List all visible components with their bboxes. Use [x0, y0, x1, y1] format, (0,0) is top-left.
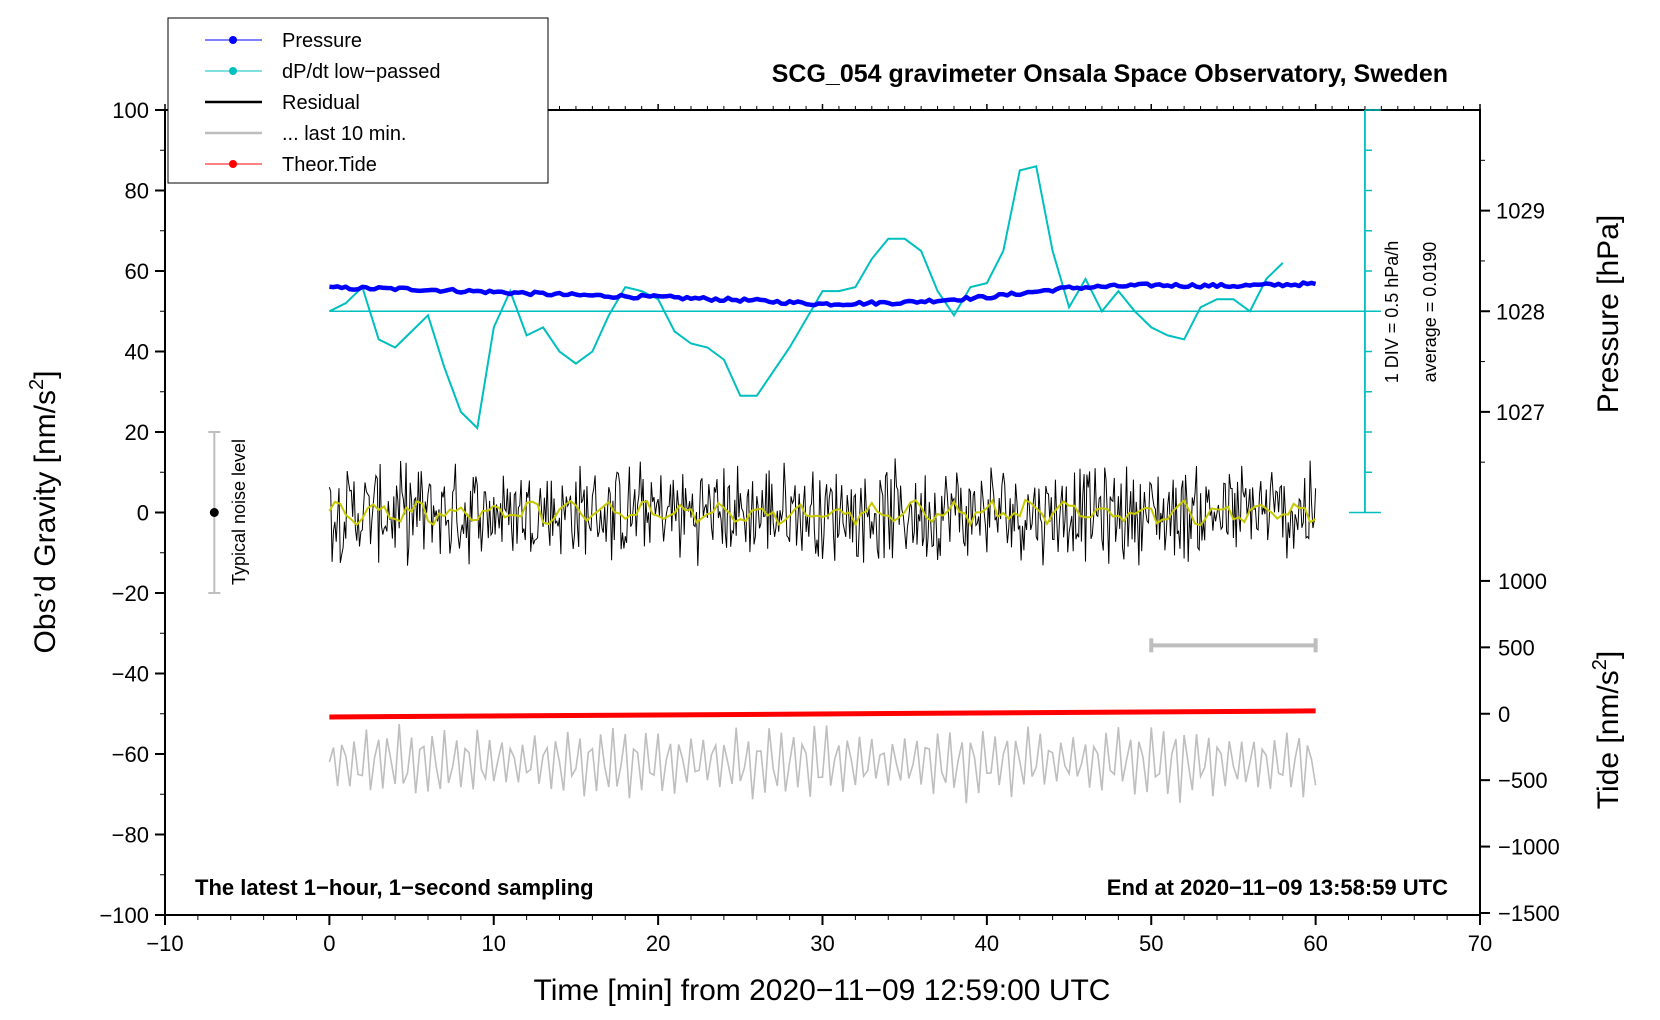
y-tick-label: −40	[112, 662, 149, 687]
noise-level-label: Typical noise level	[229, 439, 249, 585]
pressure-axis: 1027 1028 1029	[1480, 159, 1545, 463]
annotations	[208, 431, 1318, 653]
average-label: average = 0.0190	[1420, 242, 1440, 383]
x-axis: −10 0 10 20 30 40 50 60 70	[146, 104, 1492, 956]
x-tick-label: 10	[482, 931, 506, 956]
div-label: 1 DIV = 0.5 hPa/h	[1382, 241, 1402, 384]
legend-label-3: ... last 10 min.	[282, 123, 407, 145]
y-tick-label: −100	[99, 903, 149, 928]
ylabel-tide-main: Tide [nm/s	[1592, 670, 1625, 809]
pressure-tick-label: 1028	[1496, 299, 1545, 324]
residual-lowpass-line	[328, 498, 1317, 528]
legend-label-4: Theor.Tide	[282, 154, 377, 176]
dpdt-line	[328, 165, 1284, 431]
y-tick-label: 40	[125, 340, 149, 365]
tide-series	[329, 708, 1316, 720]
residual-line	[328, 458, 1317, 566]
sampling-note: The latest 1−hour, 1−second sampling	[195, 875, 594, 900]
y-tick-label: 60	[125, 259, 149, 284]
x-tick-label: 60	[1303, 931, 1327, 956]
x-tick-label: 50	[1139, 931, 1163, 956]
legend-box	[167, 17, 549, 184]
tide-tick-label: 1000	[1498, 569, 1547, 594]
x-tick-label: 70	[1468, 931, 1492, 956]
tide-line	[329, 708, 1316, 720]
x-axis-title: Time [min] from 2020−11−09 12:59:00 UTC	[534, 974, 1111, 1007]
last-10-min-line	[328, 724, 1317, 804]
legend-label-1: dP/dt low−passed	[282, 61, 440, 83]
y-tick-label: 100	[112, 98, 149, 123]
legend-label-2: Residual	[282, 92, 360, 114]
tide-tick-label: −500	[1498, 768, 1548, 793]
y-tick-label: −60	[112, 742, 149, 767]
pressure-tick-label: 1027	[1496, 400, 1545, 425]
ylabel-tide-sup: 2	[1589, 659, 1611, 670]
y-axis-title-pressure: Pressure [hPa]	[1592, 215, 1625, 413]
legend-marker-4	[229, 160, 237, 168]
y-axis-title-left: Obs’d Gravity [nm/s2]	[26, 371, 62, 654]
plot-frame	[164, 109, 1481, 916]
dpdt-series	[328, 109, 1381, 514]
legend-marker-0	[229, 36, 237, 44]
legend-marker-1	[229, 67, 237, 75]
tide-axis: 1000 500 0 −500 −1000 −1500	[1480, 569, 1560, 926]
residual-series	[328, 458, 1317, 566]
ylabel-left-end: ]	[29, 371, 62, 379]
ylabel-left-main: Obs’d Gravity [nm/s	[29, 390, 62, 653]
legend: Pressure dP/dt low−passed Residual ... last…	[167, 17, 549, 184]
y-tick-label: −20	[112, 581, 149, 606]
y-axis-left: −100 −80 −60 −40 −20 0 20 40 60 80 100	[99, 98, 165, 928]
tide-tick-label: 500	[1498, 635, 1535, 660]
tide-tick-label: −1500	[1498, 901, 1560, 926]
tide-tick-label: −1000	[1498, 835, 1560, 860]
ylabel-tide-end: ]	[1592, 651, 1625, 659]
legend-label-0: Pressure	[282, 30, 362, 52]
x-tick-label: −10	[146, 931, 183, 956]
y-tick-label: 0	[137, 501, 149, 526]
x-tick-label: 0	[323, 931, 335, 956]
y-axis-title-tide: Tide [nm/s2]	[1589, 651, 1625, 809]
y-tick-label: 80	[125, 179, 149, 204]
x-tick-label: 30	[810, 931, 834, 956]
tide-tick-label: 0	[1498, 702, 1510, 727]
x-tick-label: 40	[975, 931, 999, 956]
y-tick-label: 20	[125, 420, 149, 445]
x-tick-label: 20	[646, 931, 670, 956]
end-time-note: End at 2020−11−09 13:58:59 UTC	[1107, 875, 1448, 900]
pressure-line	[329, 280, 1317, 308]
y-tick-label: −80	[112, 823, 149, 848]
noise-bar-center-dot	[209, 508, 219, 517]
pressure-series	[329, 280, 1317, 308]
ylabel-left-sup: 2	[26, 379, 48, 390]
chart-title: SCG_054 gravimeter Onsala Space Observat…	[772, 60, 1448, 88]
last-10-min-series	[328, 724, 1317, 804]
pressure-tick-label: 1029	[1496, 199, 1545, 224]
